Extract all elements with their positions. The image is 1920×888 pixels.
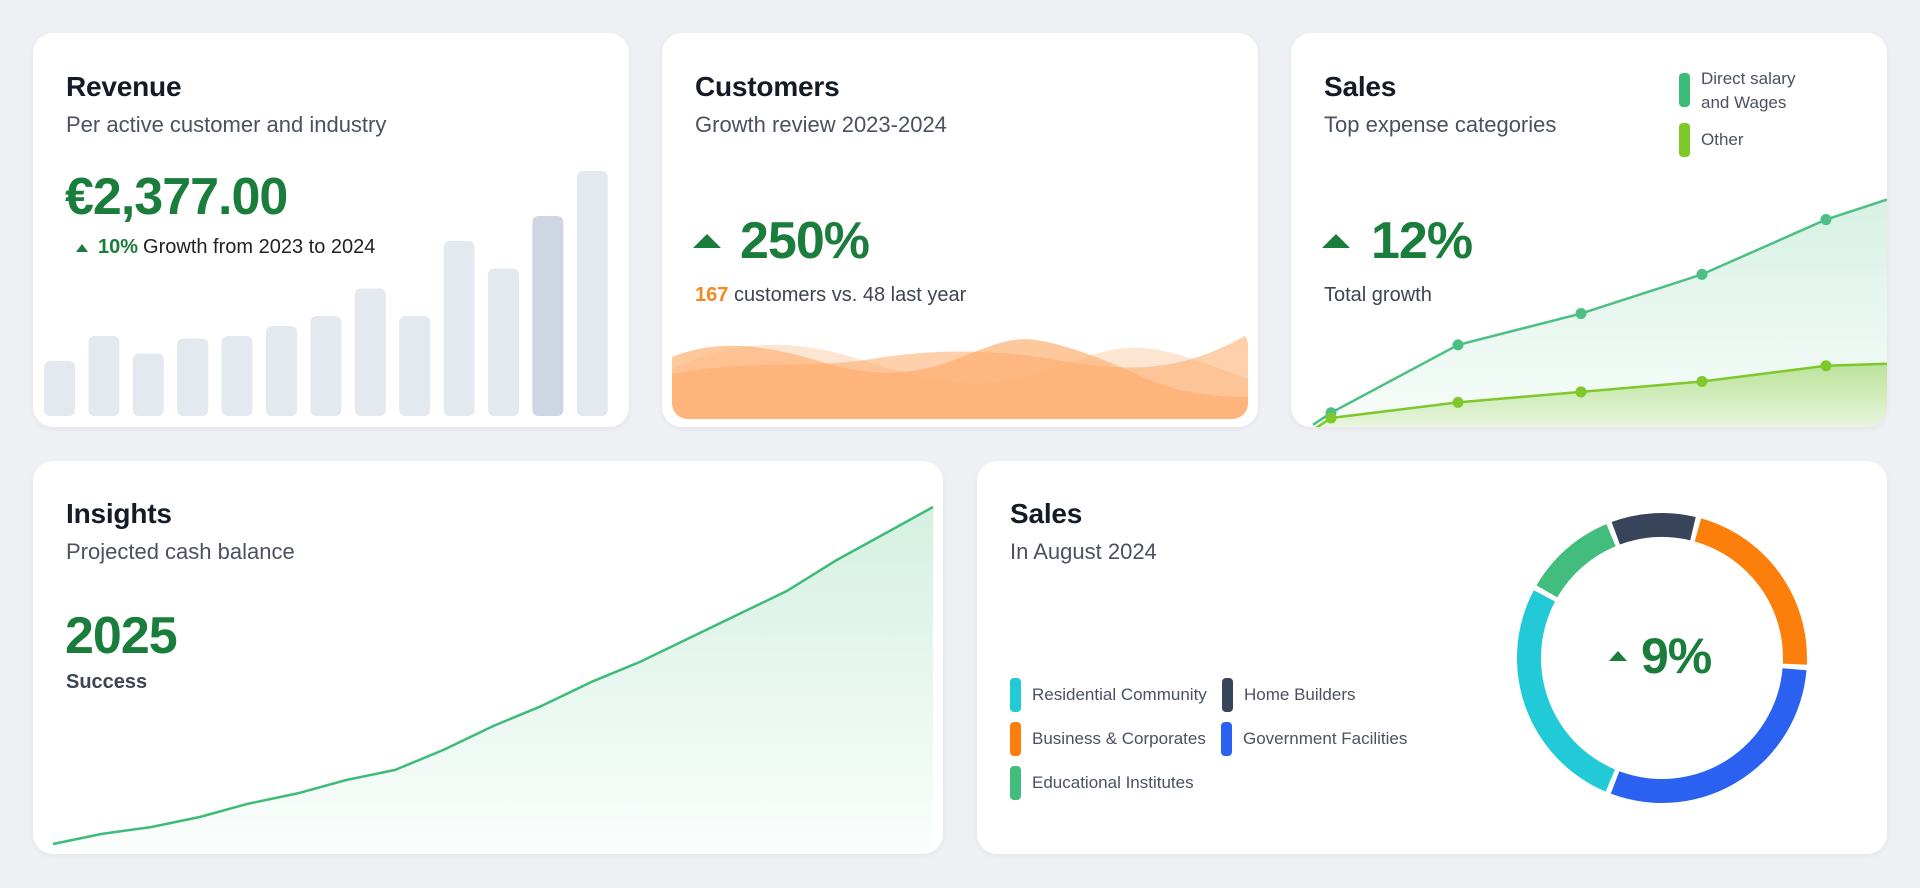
revenue-bar: [443, 241, 475, 416]
growth-up-icon: [1609, 651, 1627, 661]
revenue-bar: [399, 316, 431, 416]
series-point: [1696, 375, 1708, 387]
revenue-bar: [44, 361, 75, 416]
series-point: [1325, 412, 1337, 424]
legend-swatch: [1010, 678, 1021, 712]
revenue-growth-pct: 10%: [98, 236, 139, 258]
legend-swatch: [1679, 73, 1690, 107]
growth-up-icon: [693, 234, 721, 248]
insights-subtitle: Projected cash balance: [66, 539, 295, 564]
legend-label-line1: Direct salary: [1701, 69, 1796, 88]
revenue-growth: 10% Growth from 2023 to 2024: [76, 236, 375, 259]
growth-up-icon: [76, 243, 88, 252]
revenue-growth-text: Growth from 2023 to 2024: [143, 236, 376, 258]
sales-august-title: Sales: [1010, 498, 1083, 529]
legend-item-other: Other: [1679, 123, 1795, 157]
sales-expense-growth: 12%: [1322, 211, 1473, 271]
series-point: [1575, 308, 1587, 320]
revenue-bar-chart: [44, 171, 608, 416]
wave-mid: [672, 334, 1248, 419]
revenue-bar: [88, 336, 120, 416]
revenue-bar: [310, 316, 342, 416]
legend-label: Other: [1701, 130, 1744, 149]
series-point: [1575, 386, 1587, 398]
revenue-bar: [354, 288, 386, 416]
sales-august-percent: 9%: [1641, 628, 1712, 684]
insights-line: [52, 505, 934, 846]
legend-label: Educational Institutes: [1032, 773, 1194, 792]
customers-compare-text: customers vs. 48 last year: [733, 284, 967, 306]
sales-donut-chart: [1517, 513, 1807, 803]
legend-swatch: [1679, 123, 1690, 157]
legend-swatch: [1010, 766, 1021, 800]
legend-swatch: [1010, 722, 1021, 756]
revenue-subtitle: Per active customer and industry: [66, 112, 387, 137]
legend-item-residential: Residential Community: [1010, 678, 1207, 712]
growth-up-icon: [1322, 234, 1350, 248]
revenue-bar: [532, 216, 564, 416]
series-point: [1452, 396, 1464, 408]
sales-expense-line-chart: [1312, 198, 1887, 427]
customers-wave-chart: [672, 334, 1248, 419]
legend-swatch: [1221, 722, 1232, 756]
revenue-amount: €2,377.00: [65, 168, 288, 226]
series-point: [1820, 214, 1832, 226]
donut-slice: [1611, 513, 1696, 545]
legend-label: Home Builders: [1244, 685, 1356, 704]
sales-expense-percent: 12%: [1371, 212, 1473, 270]
sales-expense-legend: Direct salary and Wages Other: [1679, 67, 1795, 157]
donut-slice: [1694, 518, 1807, 665]
insights-title: Insights: [66, 498, 172, 529]
sales-expense-caption: Total growth: [1324, 284, 1432, 306]
revenue-bar: [488, 268, 519, 416]
sales-expense-subtitle: Top expense categories: [1324, 112, 1557, 137]
donut-slice: [1536, 524, 1616, 598]
customers-percent: 250%: [740, 212, 870, 270]
series-point: [1452, 339, 1464, 351]
revenue-card[interactable]: Revenue Per active customer and industry…: [33, 33, 629, 427]
legend-label: Residential Community: [1032, 685, 1207, 704]
revenue-title: Revenue: [66, 71, 182, 102]
insights-card[interactable]: Insights Projected cash balance 2025 Suc…: [33, 461, 943, 854]
series-area: [1313, 363, 1887, 427]
series-point: [1696, 268, 1708, 280]
sales-august-subtitle: In August 2024: [1010, 539, 1157, 564]
sales-expense-card[interactable]: Sales Top expense categories Direct sala…: [1291, 33, 1887, 427]
legend-label-line2: and Wages: [1701, 93, 1787, 112]
insights-area: [53, 507, 933, 854]
customers-subtitle: Growth review 2023-2024: [695, 112, 947, 137]
revenue-bar: [177, 338, 209, 416]
donut-slice: [1610, 668, 1807, 803]
legend-label: Government Facilities: [1243, 729, 1408, 748]
insights-caption: Success: [66, 671, 148, 693]
revenue-bar: [266, 326, 297, 416]
legend-item-direct-salary: Direct salary and Wages: [1679, 67, 1795, 115]
customers-count: 167: [695, 284, 729, 306]
sales-august-card[interactable]: Sales In August 2024 Residential Communi…: [977, 461, 1887, 854]
customers-growth: 250%: [693, 211, 870, 271]
legend-swatch: [1222, 678, 1233, 712]
sales-august-growth: 9%: [1609, 627, 1712, 685]
legend-item-home-builders: Home Builders: [1222, 678, 1356, 712]
customers-card[interactable]: Customers Growth review 2023-2024 250% 1…: [662, 33, 1258, 427]
customers-compare: 167 customers vs. 48 last year: [695, 284, 966, 307]
sales-expense-title: Sales: [1324, 71, 1397, 102]
legend-item-business: Business & Corporates: [1010, 722, 1206, 756]
series-point: [1820, 360, 1832, 372]
revenue-bar: [132, 353, 164, 416]
customers-title: Customers: [695, 71, 840, 102]
revenue-bar: [221, 336, 253, 416]
revenue-bar: [576, 171, 608, 416]
insights-area-chart: [52, 505, 934, 854]
insights-value: 2025: [65, 607, 178, 665]
legend-item-educational: Educational Institutes: [1010, 766, 1194, 800]
legend-label: Business & Corporates: [1032, 729, 1206, 748]
donut-slice: [1517, 590, 1615, 792]
legend-item-government: Government Facilities: [1221, 722, 1407, 756]
